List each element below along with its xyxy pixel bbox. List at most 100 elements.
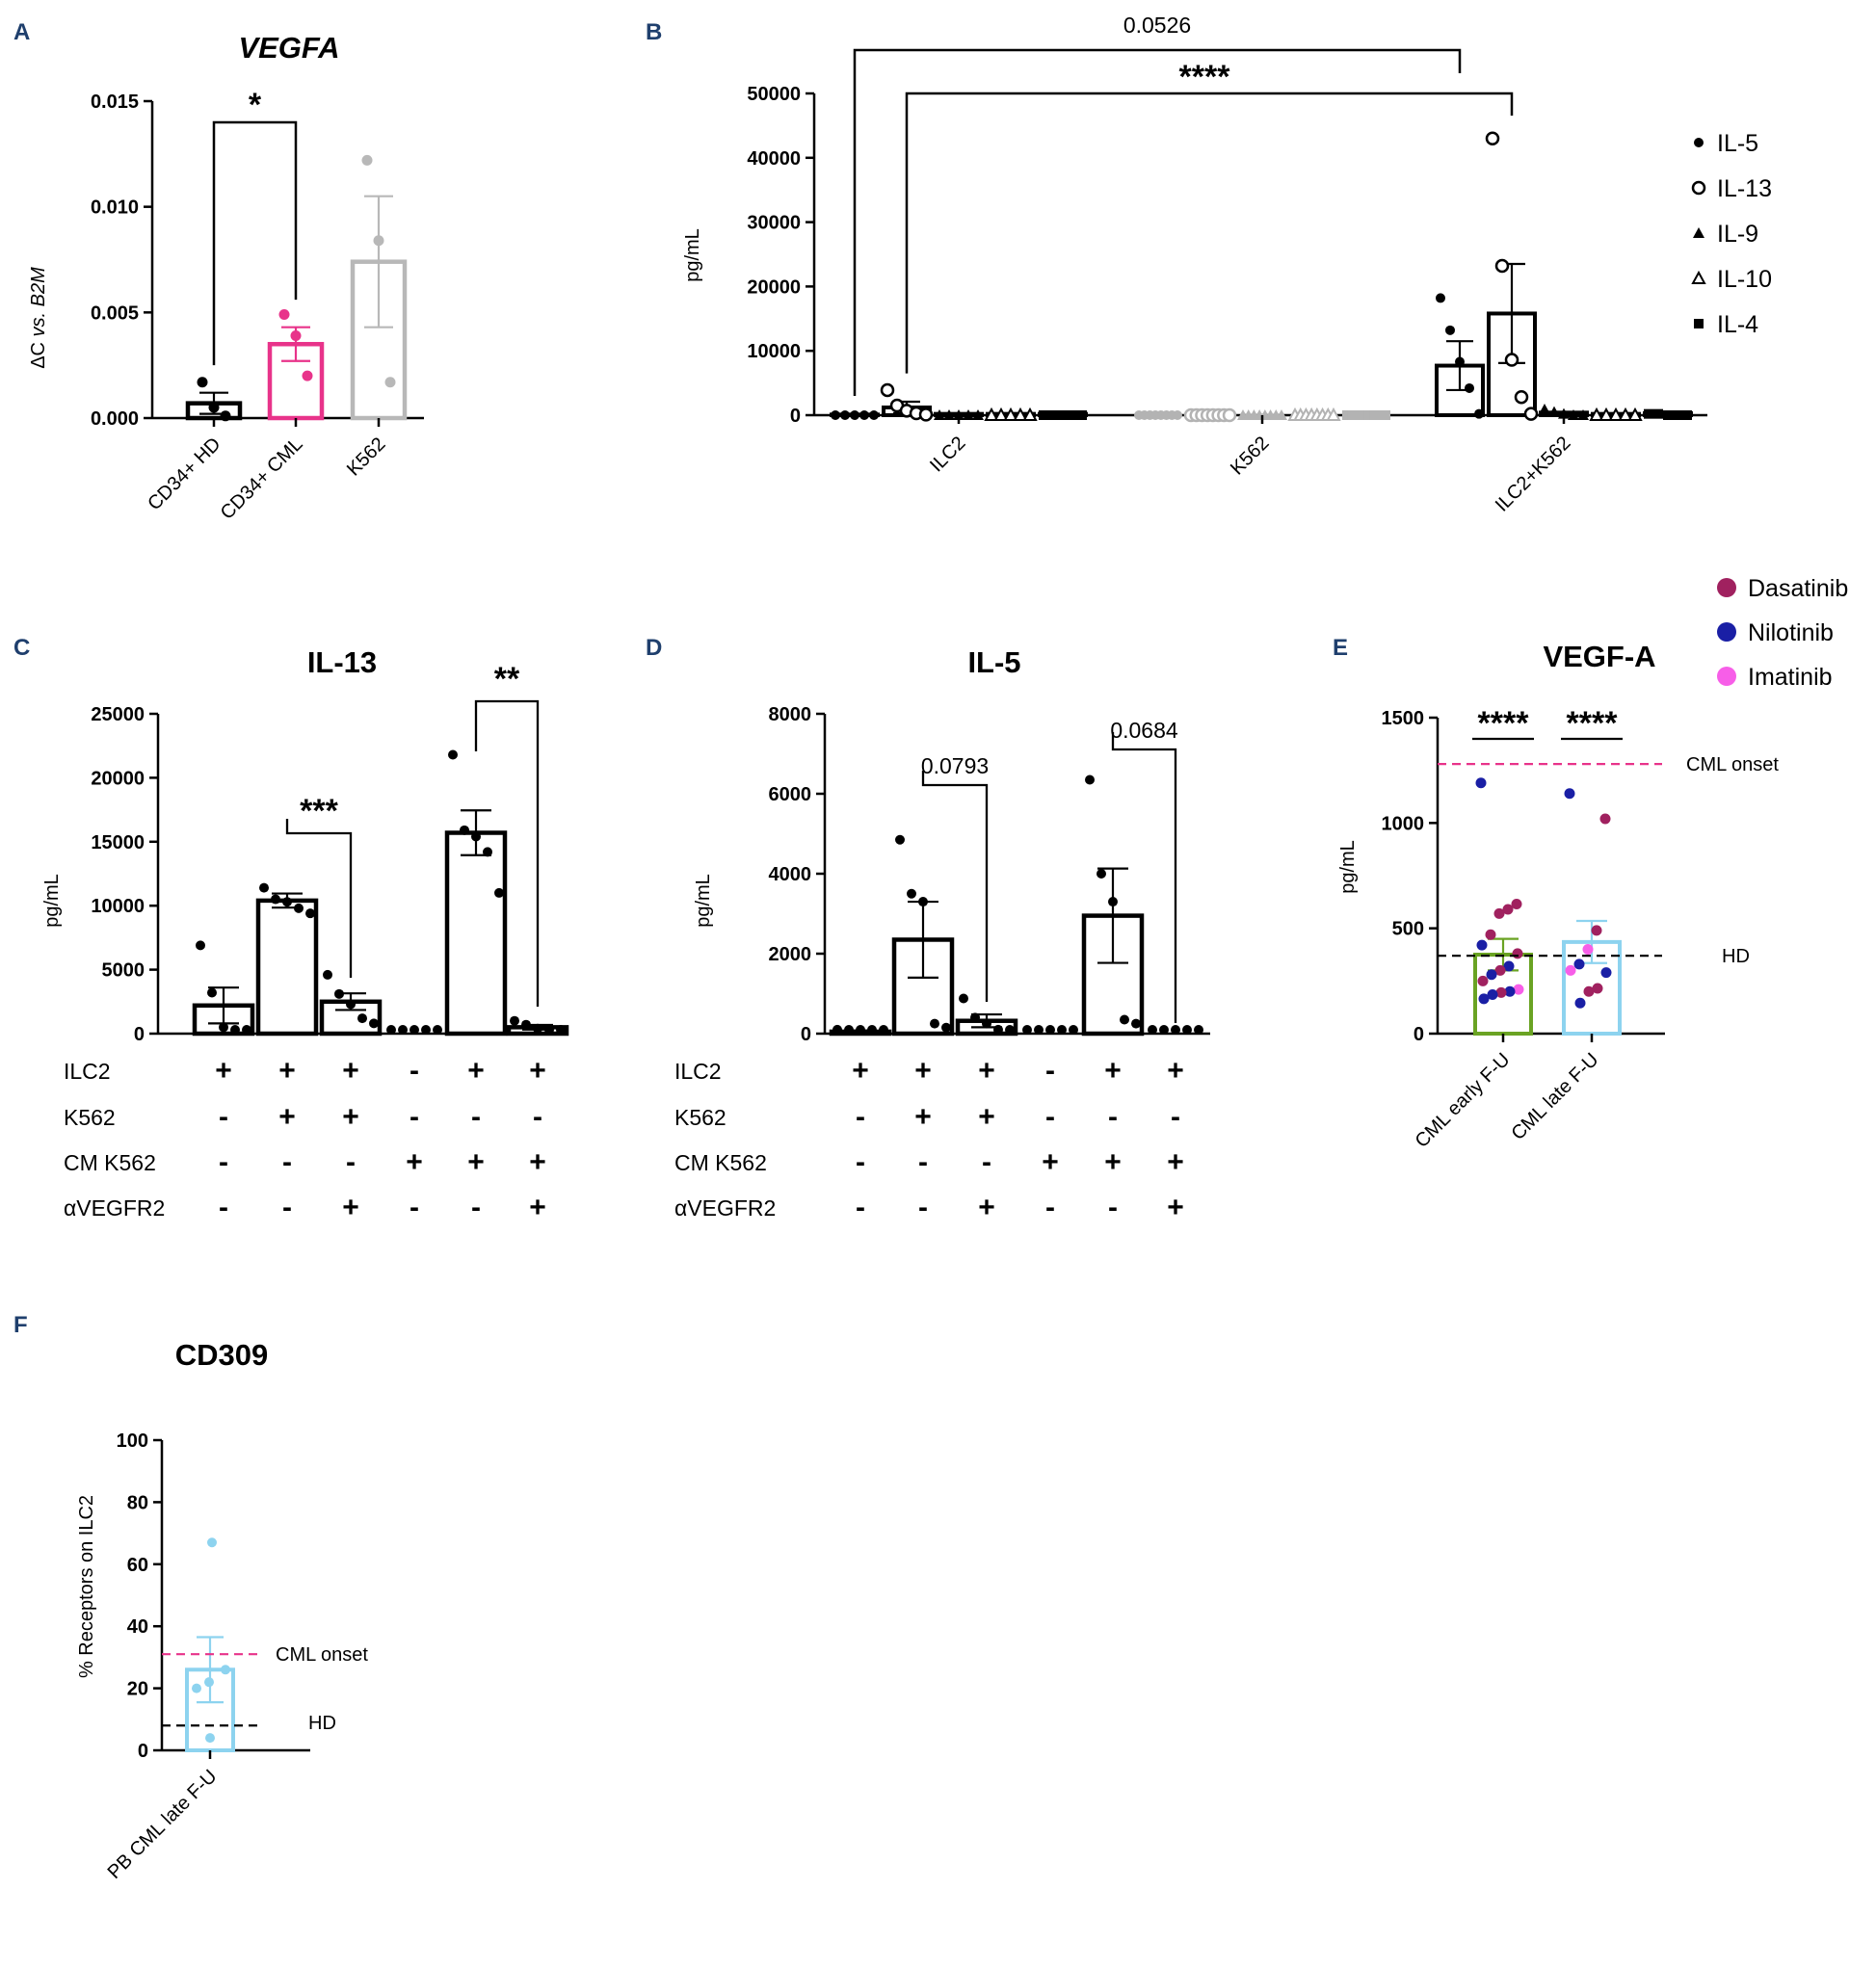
y-axis-label-c: pg/mL <box>41 874 63 928</box>
data-point-c <box>510 1015 519 1026</box>
condition-sign-c: - <box>410 1101 419 1133</box>
condition-sign-c: - <box>471 1192 481 1223</box>
condition-sign-d: - <box>918 1146 928 1178</box>
y-tick-label-d: 0 <box>801 1024 811 1045</box>
data-point-b <box>943 409 955 420</box>
data-point-b <box>1673 410 1682 420</box>
data-point-c <box>369 1018 379 1029</box>
chart-title-d: IL-5 <box>967 645 1020 679</box>
y-tick-label-c: 10000 <box>91 896 145 917</box>
data-point-d <box>993 1024 1003 1035</box>
data-point-c <box>294 903 304 913</box>
data-point-e <box>1503 960 1515 972</box>
data-point-b <box>1682 410 1692 420</box>
data-point-b <box>859 410 869 420</box>
condition-sign-d: + <box>978 1192 995 1223</box>
condition-sign-d: - <box>856 1101 865 1133</box>
y-tick-label-e: 0 <box>1414 1024 1424 1045</box>
data-point-e <box>1493 907 1505 919</box>
data-point-a <box>302 370 313 381</box>
condition-label-d: ILC2 <box>674 1059 722 1084</box>
legend-marker-b <box>1694 319 1704 328</box>
data-point-d <box>895 834 905 845</box>
data-point-e <box>1592 983 1603 994</box>
data-point-e <box>1573 958 1585 970</box>
condition-sign-c: - <box>219 1192 228 1223</box>
y-tick-label-a: 0.000 <box>91 408 139 430</box>
chart-title-f: CD309 <box>175 1338 269 1372</box>
data-point-b <box>869 410 879 420</box>
data-point-b <box>1058 410 1068 420</box>
significance-bracket-d <box>1111 732 1177 1023</box>
condition-sign-d: + <box>1104 1146 1122 1178</box>
condition-sign-d: - <box>1108 1192 1118 1223</box>
panel-f: F CD309 % Receptors on ILC2 0 20 40 60 80 100… <box>13 1312 368 1883</box>
data-point-c <box>196 940 205 951</box>
y-tick-label-f: 80 <box>127 1492 148 1513</box>
condition-sign-d: - <box>1108 1101 1118 1133</box>
significance-bracket-d <box>921 771 989 1002</box>
data-point-c <box>230 1025 240 1035</box>
data-point-e <box>1485 929 1496 940</box>
data-point-c <box>305 908 315 919</box>
data-point-e <box>1512 948 1523 959</box>
data-point-e <box>1564 788 1575 800</box>
data-point-a <box>197 377 208 388</box>
bar-c <box>255 898 319 1037</box>
legend-label-b: IL-13 <box>1717 175 1772 202</box>
data-point-b <box>934 409 945 420</box>
significance-bracket-c <box>285 819 353 978</box>
y-tick-label-f: 100 <box>117 1431 148 1452</box>
data-point-b <box>1363 410 1374 420</box>
legend-marker-b <box>1693 227 1704 238</box>
legend-label-b: IL-10 <box>1717 266 1772 293</box>
data-point-e <box>1502 904 1514 915</box>
condition-sign-c: - <box>282 1146 292 1178</box>
significance-label-c: *** <box>300 793 338 829</box>
data-point-d <box>1148 1025 1157 1035</box>
data-point-b <box>1577 409 1589 420</box>
data-point-e <box>1591 925 1602 936</box>
plot-area-b: 0 10000 20000 30000 40000 50000 ILC2 K562 ILC2+K… <box>747 13 1707 516</box>
data-point-c <box>219 1022 228 1033</box>
data-point-c <box>386 1025 396 1035</box>
data-point-c <box>494 887 504 898</box>
data-point-b <box>1003 407 1018 421</box>
data-point-e <box>1511 899 1522 910</box>
condition-sign-d: + <box>978 1055 995 1087</box>
data-point-d <box>970 1012 980 1023</box>
y-tick-label-d: 6000 <box>769 784 812 805</box>
legend-label-e: Nilotinib <box>1748 619 1834 646</box>
data-point-b <box>1539 403 1550 414</box>
condition-sign-d: + <box>852 1055 869 1087</box>
y-axis-label-f: % Receptors on ILC2 <box>76 1495 97 1678</box>
data-point-b <box>831 410 840 420</box>
condition-sign-d: - <box>918 1192 928 1223</box>
data-point-c <box>410 1025 419 1035</box>
data-point-b <box>1342 410 1352 420</box>
panel-label-b: B <box>646 19 662 45</box>
data-point-d <box>844 1025 854 1035</box>
data-point-d <box>1045 1025 1055 1035</box>
data-point-a <box>373 235 384 247</box>
significance-label-e: **** <box>1478 705 1530 742</box>
condition-sign-c: + <box>467 1146 485 1178</box>
condition-sign-c: + <box>529 1055 546 1087</box>
data-point-d <box>918 897 928 907</box>
y-tick-label-e: 1000 <box>1382 813 1425 834</box>
data-point-b <box>1369 410 1380 420</box>
condition-sign-d: - <box>1045 1055 1055 1087</box>
condition-label-d: K562 <box>674 1105 727 1130</box>
condition-label-d: αVEGFR2 <box>674 1195 776 1221</box>
data-point-f <box>204 1677 214 1688</box>
data-point-c <box>448 749 458 760</box>
data-point-d <box>907 888 916 899</box>
y-tick-label-b: 10000 <box>747 341 801 362</box>
data-point-d <box>959 993 968 1004</box>
condition-sign-c: - <box>533 1101 542 1133</box>
data-point-b <box>1022 407 1038 421</box>
data-point-b <box>1222 407 1237 423</box>
data-point-c <box>398 1025 408 1035</box>
